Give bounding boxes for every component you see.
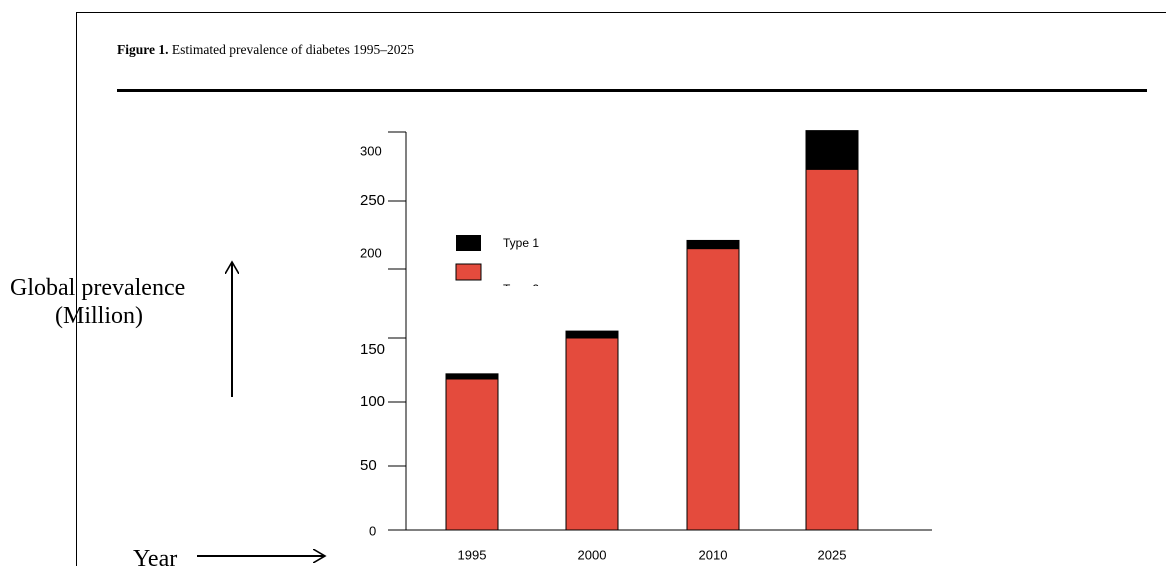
- legend-label-type2: Type 2: [503, 282, 539, 296]
- caption-label: Figure 1.: [117, 42, 169, 57]
- x-tick-label: 1995: [458, 547, 487, 562]
- legend-swatch-type1: [456, 235, 481, 251]
- caption-text: Estimated prevalence of diabetes 1995–20…: [171, 42, 415, 57]
- bar-type2-2000: [565, 337, 619, 531]
- caption-rule: [117, 89, 1147, 92]
- bar-type1-2000: [565, 330, 619, 339]
- y-tick-label: 100: [360, 393, 385, 410]
- y-axis-label-line2: (Million): [55, 303, 143, 329]
- bar-type2-2010: [686, 248, 740, 531]
- legend-swatch-type2: [455, 263, 482, 281]
- y-tick-label: 200: [360, 245, 382, 260]
- figure-frame-left: [76, 12, 77, 566]
- y-axis-label: Global prevalence (Million): [10, 274, 230, 330]
- x-tick-label: 2025: [818, 547, 847, 562]
- bar-type1-2010: [686, 239, 740, 250]
- y-tick-label: 50: [360, 457, 377, 474]
- legend-label-type1: Type 1: [503, 236, 539, 250]
- y-axis-label-line1: Global prevalence: [10, 275, 186, 301]
- y-tick-label: 150: [360, 341, 385, 358]
- x-tick-label: 2010: [699, 547, 728, 562]
- bar-type2-2025: [805, 168, 859, 531]
- figure-frame-top: [76, 12, 1166, 13]
- y-tick-label: 0: [369, 523, 376, 538]
- bar-type2-1995: [445, 378, 499, 531]
- x-tick-label: 2000: [578, 547, 607, 562]
- y-tick-label: 250: [360, 192, 385, 209]
- bar-type1-2025: [805, 130, 859, 170]
- bar-type1-1995: [445, 373, 499, 380]
- figure-caption: Figure 1. Estimated prevalence of diabet…: [117, 42, 414, 58]
- plot-area: 0 50 100 150 200 250 300 1995 2000 2010 2025 Type 1…: [360, 130, 932, 562]
- y-tick-label: 300: [360, 143, 382, 158]
